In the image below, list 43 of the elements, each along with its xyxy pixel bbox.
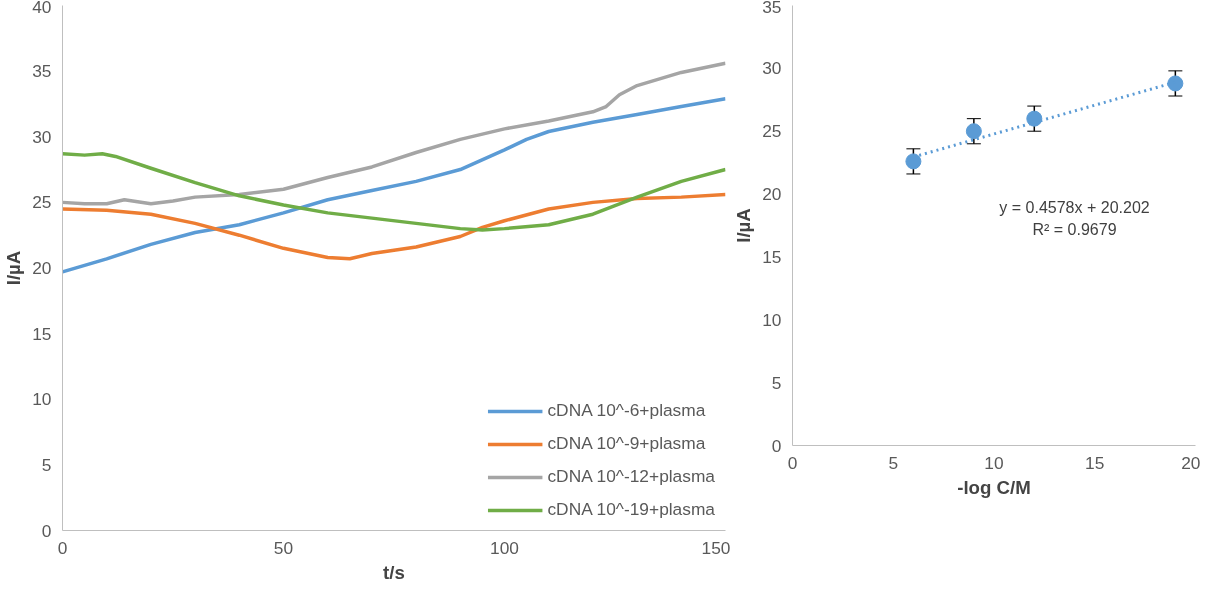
y-tick-label: 30 <box>32 126 52 147</box>
line-series <box>62 61 726 206</box>
x-tick-label: 20 <box>1181 452 1201 473</box>
x-tick-label: 50 <box>273 537 294 558</box>
line-series <box>62 96 726 274</box>
y-tick-label: 35 <box>32 61 52 82</box>
y-tick-label: 15 <box>32 323 52 344</box>
annotation: y = 0.4578x + 20.202 <box>999 198 1150 216</box>
y-tick-label: 20 <box>32 258 52 278</box>
x-tick-label: 150 <box>701 537 731 558</box>
x-tick-label: 15 <box>1085 452 1105 473</box>
x-tick-label: 0 <box>57 537 68 558</box>
x-axis-title: -log C/M <box>957 476 1031 498</box>
line-series <box>62 152 726 232</box>
y-tick-label: 0 <box>771 435 782 456</box>
line-series <box>62 192 726 261</box>
y-tick-label: 10 <box>32 389 52 410</box>
point <box>1026 110 1043 127</box>
y-axis-title: I/µA <box>3 250 25 286</box>
legend-label: cDNA 10^-9+plasma <box>547 433 706 454</box>
y-tick-label: 20 <box>762 184 782 205</box>
y-tick-label: 30 <box>762 58 782 79</box>
x-tick-label: 100 <box>490 537 519 558</box>
y-axis-title: I/µA <box>733 208 755 243</box>
y-tick-label: 25 <box>762 121 782 142</box>
y-tick-label: 15 <box>762 246 782 267</box>
legend-label: cDNA 10^-6+plasma <box>547 400 706 421</box>
annotation: R² = 0.9679 <box>1032 220 1117 238</box>
x-tick-label: 10 <box>984 452 1004 473</box>
legend-label: cDNA 10^-12+plasma <box>547 466 715 487</box>
y-tick-label: 0 <box>41 520 52 541</box>
x-tick-label: 5 <box>888 452 899 473</box>
y-tick-label: 10 <box>762 309 782 330</box>
y-tick-label: 35 <box>762 0 782 17</box>
x-tick-label: 0 <box>787 452 798 473</box>
point <box>905 153 922 170</box>
legend-label: cDNA 10^-19+plasma <box>547 499 715 520</box>
point <box>1167 75 1184 92</box>
y-tick-label: 40 <box>32 0 52 17</box>
y-tick-label: 25 <box>32 192 52 213</box>
x-axis-title: t/s <box>383 561 405 583</box>
point <box>965 123 982 140</box>
y-tick-label: 5 <box>771 372 782 393</box>
